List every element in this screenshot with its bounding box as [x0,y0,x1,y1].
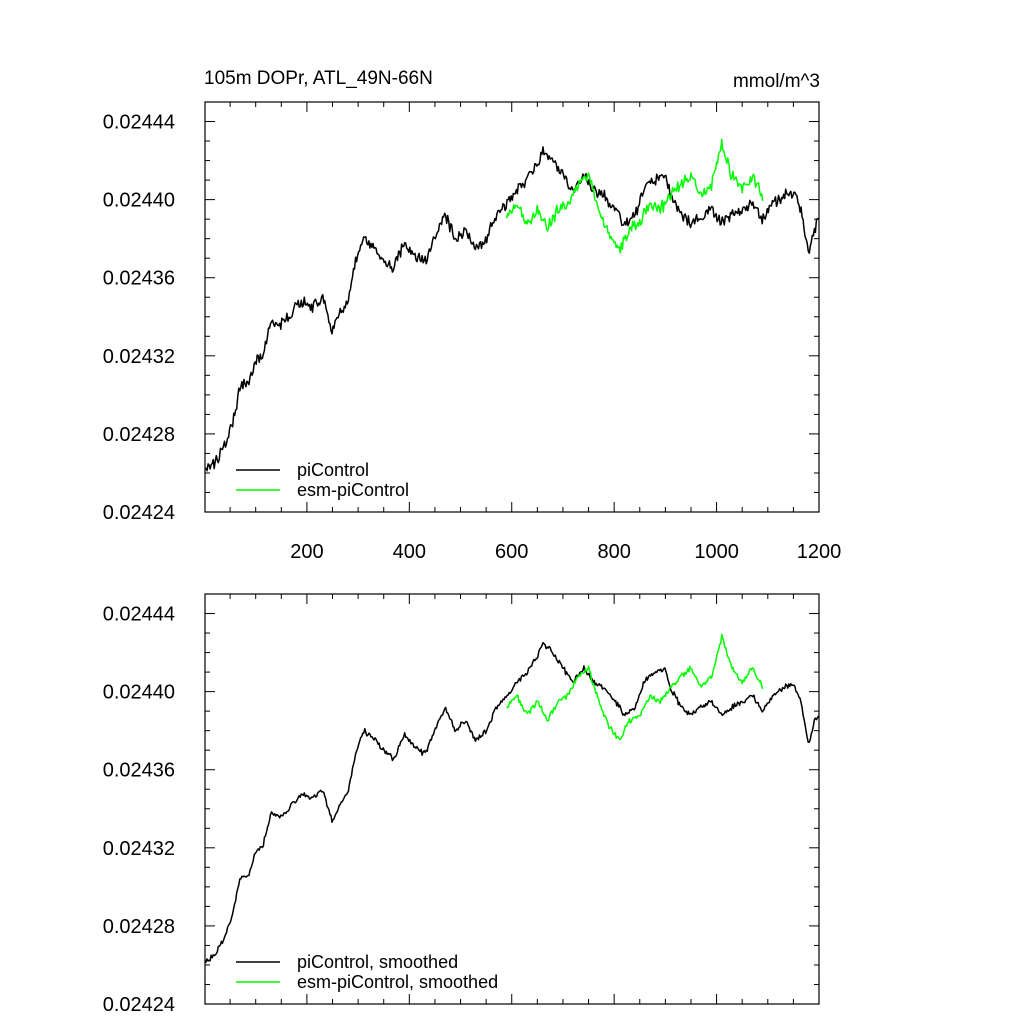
y-tick-label: 0.02424 [103,502,175,524]
y-tick-label: 0.02428 [103,424,175,446]
legend-label-esm-picontrol-smoothed: esm-piControl, smoothed [297,972,498,992]
y-tick-label: 0.02444 [103,112,175,134]
x-tick-label: 1200 [797,541,842,563]
top-series-group [204,138,819,472]
legend-label-picontrol: piControl [297,460,369,480]
chart-title: 105m DOPr, ATL_49N-66N [204,68,433,89]
bottom-legend: piControl, smoothed esm-piControl, smoot… [236,952,498,992]
y-tick-label: 0.02436 [103,760,175,782]
series-line-picontrol-smoothed [204,641,820,963]
x-tick-label: 800 [597,541,630,563]
top-legend: piControl esm-piControl [236,460,409,500]
y-tick-label: 0.02440 [103,682,175,704]
y-tick-label: 0.02428 [103,916,175,938]
bottom-tick-group: 0.02424 0.02428 0.02432 0.02436 0.02440 0.024… [103,594,820,1016]
series-line-picontrol [204,146,819,472]
x-tick-label: 200 [290,541,323,563]
series-line-esm-picontrol [505,138,764,254]
y-tick-label: 0.02432 [103,838,175,860]
x-tick-label: 600 [495,541,528,563]
y-tick-label: 0.02440 [103,190,175,212]
legend-label-picontrol-smoothed: piControl, smoothed [297,952,458,972]
y-tick-label: 0.02432 [103,346,175,368]
units-label: mmol/m^3 [733,71,820,92]
y-tick-label: 0.02436 [103,268,175,290]
y-tick-label: 0.02444 [103,604,175,626]
y-tick-label: 0.02424 [103,994,175,1016]
top-panel: 105m DOPr, ATL_49N-66N mmol/m^3 0.024240… [103,68,842,563]
top-tick-group: 0.02424 0.02428 0.02432 0.02436 0.02440 0.024… [103,102,842,563]
x-tick-label: 1000 [694,541,739,563]
legend-label-esm-picontrol: esm-piControl [297,480,409,500]
series-line-esm-picontrol-smoothed [506,633,764,741]
x-tick-label: 400 [393,541,426,563]
bottom-series-group [204,633,820,963]
bottom-panel: 0.02424 0.02428 0.02432 0.02436 0.02440 0.024… [103,593,820,1016]
